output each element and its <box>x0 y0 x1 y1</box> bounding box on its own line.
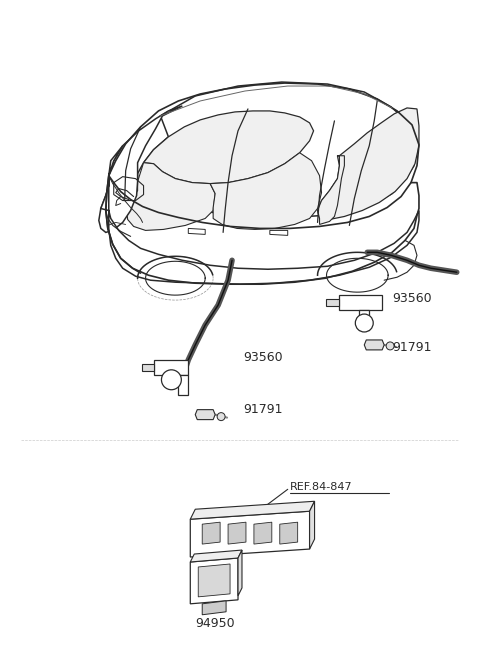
Polygon shape <box>318 108 419 219</box>
Polygon shape <box>190 558 238 604</box>
Polygon shape <box>202 601 226 615</box>
Polygon shape <box>154 360 188 375</box>
Polygon shape <box>210 153 322 229</box>
Text: 94950: 94950 <box>195 617 235 630</box>
Polygon shape <box>190 511 310 557</box>
Polygon shape <box>99 106 182 233</box>
Polygon shape <box>202 522 220 544</box>
Text: REF.84-847: REF.84-847 <box>290 482 352 493</box>
Polygon shape <box>318 156 344 225</box>
Polygon shape <box>228 522 246 544</box>
Circle shape <box>386 342 394 350</box>
Polygon shape <box>190 550 242 562</box>
Text: 91791: 91791 <box>243 403 283 416</box>
Circle shape <box>161 370 181 390</box>
Polygon shape <box>142 364 154 371</box>
Polygon shape <box>310 501 314 549</box>
Polygon shape <box>254 522 272 544</box>
Polygon shape <box>198 564 230 597</box>
Polygon shape <box>326 299 339 306</box>
Polygon shape <box>179 375 188 395</box>
Circle shape <box>217 413 225 421</box>
Text: 93560: 93560 <box>392 291 432 305</box>
Polygon shape <box>138 82 417 217</box>
Polygon shape <box>270 231 288 235</box>
Polygon shape <box>360 310 369 330</box>
Polygon shape <box>188 229 205 234</box>
Polygon shape <box>280 522 298 544</box>
Polygon shape <box>195 409 215 420</box>
Polygon shape <box>364 340 384 350</box>
Circle shape <box>355 314 373 332</box>
Polygon shape <box>339 295 382 310</box>
Polygon shape <box>127 162 215 231</box>
Polygon shape <box>101 146 419 284</box>
Polygon shape <box>190 501 314 519</box>
Text: 91791: 91791 <box>392 341 432 354</box>
Polygon shape <box>238 550 242 596</box>
Polygon shape <box>144 111 313 183</box>
Text: 93560: 93560 <box>243 351 283 364</box>
